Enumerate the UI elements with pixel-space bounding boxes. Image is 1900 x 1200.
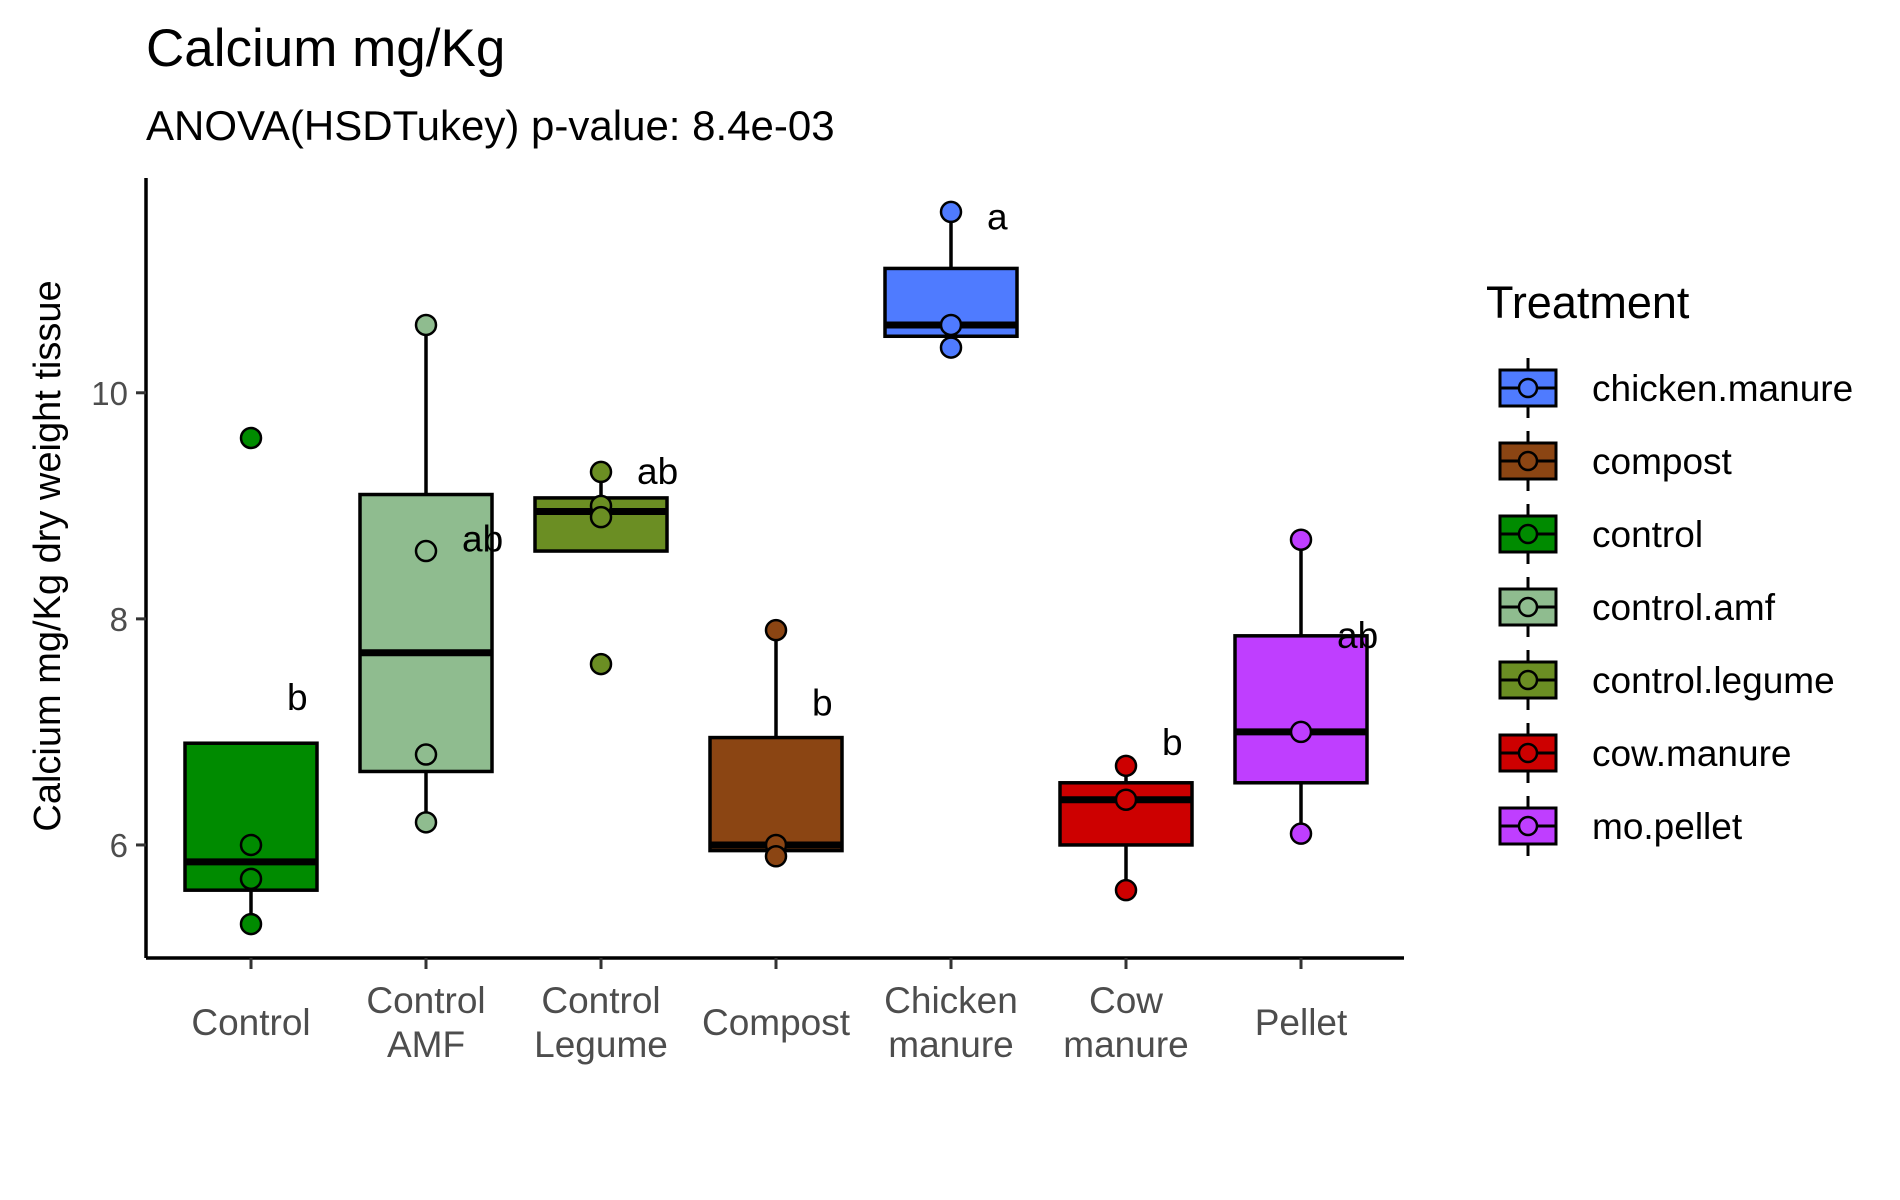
- data-point: [589, 505, 613, 529]
- legend-key-point: [1517, 596, 1539, 618]
- box-group-1: ab: [358, 313, 503, 834]
- x-tick-label: Chicken manure: [884, 980, 1018, 1065]
- significance-letter: ab: [1337, 615, 1378, 656]
- significance-letter: b: [812, 683, 833, 724]
- legend-label: control.amf: [1592, 587, 1776, 628]
- y-tick-label: 10: [91, 375, 128, 412]
- legend-key-point: [1517, 669, 1539, 691]
- legend-item-control-legume: control.legume: [1498, 650, 1835, 710]
- legend-key-point: [1517, 450, 1539, 472]
- data-point: [1114, 754, 1138, 778]
- legend-item-chicken-manure: chicken.manure: [1498, 358, 1853, 418]
- data-point: [1289, 528, 1313, 551]
- legend-item-mo-pellet: mo.pellet: [1498, 796, 1743, 856]
- box: [1233, 634, 1369, 785]
- significance-letter: ab: [637, 451, 678, 492]
- data-point: [239, 426, 263, 450]
- legend-item-control: control: [1498, 504, 1703, 564]
- data-point: [939, 200, 963, 224]
- x-tick-label: Control: [191, 1002, 310, 1043]
- y-axis-label: Calcium mg/Kg dry weight tissue: [27, 280, 69, 831]
- y-tick-label: 8: [110, 601, 128, 638]
- data-point: [1114, 878, 1138, 902]
- legend-key-point: [1517, 742, 1539, 764]
- legend-key-point: [1517, 523, 1539, 545]
- legend-title: Treatment: [1486, 277, 1690, 328]
- data-point: [239, 912, 263, 936]
- data-point: [239, 867, 263, 891]
- legend: chicken.manure compost control control.amf c…: [1498, 358, 1853, 856]
- significance-letter: b: [287, 677, 308, 718]
- legend-label: cow.manure: [1592, 733, 1792, 774]
- data-point: [939, 313, 963, 337]
- y-tick-label: 6: [110, 827, 128, 864]
- legend-label: compost: [1592, 441, 1733, 482]
- legend-label: control: [1592, 514, 1703, 555]
- box-group-2: ab: [533, 451, 678, 676]
- data-point: [764, 845, 788, 868]
- box-group-3: b: [708, 618, 844, 868]
- significance-letter: ab: [462, 519, 503, 560]
- legend-label: chicken.manure: [1592, 368, 1853, 409]
- data-point: [589, 460, 613, 484]
- x-tick-label: Pellet: [1255, 1002, 1348, 1043]
- data-point: [589, 652, 613, 676]
- data-point: [414, 313, 438, 337]
- box-group-0: b: [183, 426, 319, 936]
- data-point: [414, 811, 438, 834]
- legend-label: control.legume: [1592, 660, 1835, 701]
- significance-letter: a: [987, 197, 1008, 238]
- box-group-6: ab: [1233, 528, 1378, 845]
- x-tick-label: Control AMF: [366, 980, 485, 1065]
- data-point: [414, 539, 438, 563]
- box-group-5: b: [1058, 722, 1194, 902]
- legend-label: mo.pellet: [1592, 806, 1743, 847]
- box-group-4: a: [883, 197, 1019, 359]
- data-point: [1289, 822, 1313, 845]
- legend-item-cow-manure: cow.manure: [1498, 723, 1792, 783]
- x-tick-label: Control Legume: [534, 980, 668, 1065]
- legend-item-control-amf: control.amf: [1498, 577, 1776, 637]
- data-point: [1289, 720, 1313, 744]
- data-point: [414, 743, 438, 766]
- legend-item-compost: compost: [1498, 431, 1733, 491]
- legend-key-point: [1517, 377, 1539, 399]
- data-point: [764, 618, 788, 642]
- data-point: [239, 833, 263, 857]
- x-tick-label: Cow manure: [1063, 980, 1188, 1065]
- legend-key-point: [1517, 815, 1539, 837]
- x-tick-label: Compost: [702, 1002, 851, 1043]
- box: [708, 735, 844, 853]
- axes: 6 8 10 Control Control AMF Control Legume Compos…: [91, 178, 1404, 1065]
- significance-letter: b: [1162, 722, 1183, 763]
- data-point: [1114, 788, 1138, 811]
- box: [183, 741, 319, 892]
- data-point: [939, 336, 963, 359]
- chart-subtitle: ANOVA(HSDTukey) p-value: 8.4e-03: [146, 102, 835, 149]
- chart-title: Calcium mg/Kg: [146, 19, 505, 78]
